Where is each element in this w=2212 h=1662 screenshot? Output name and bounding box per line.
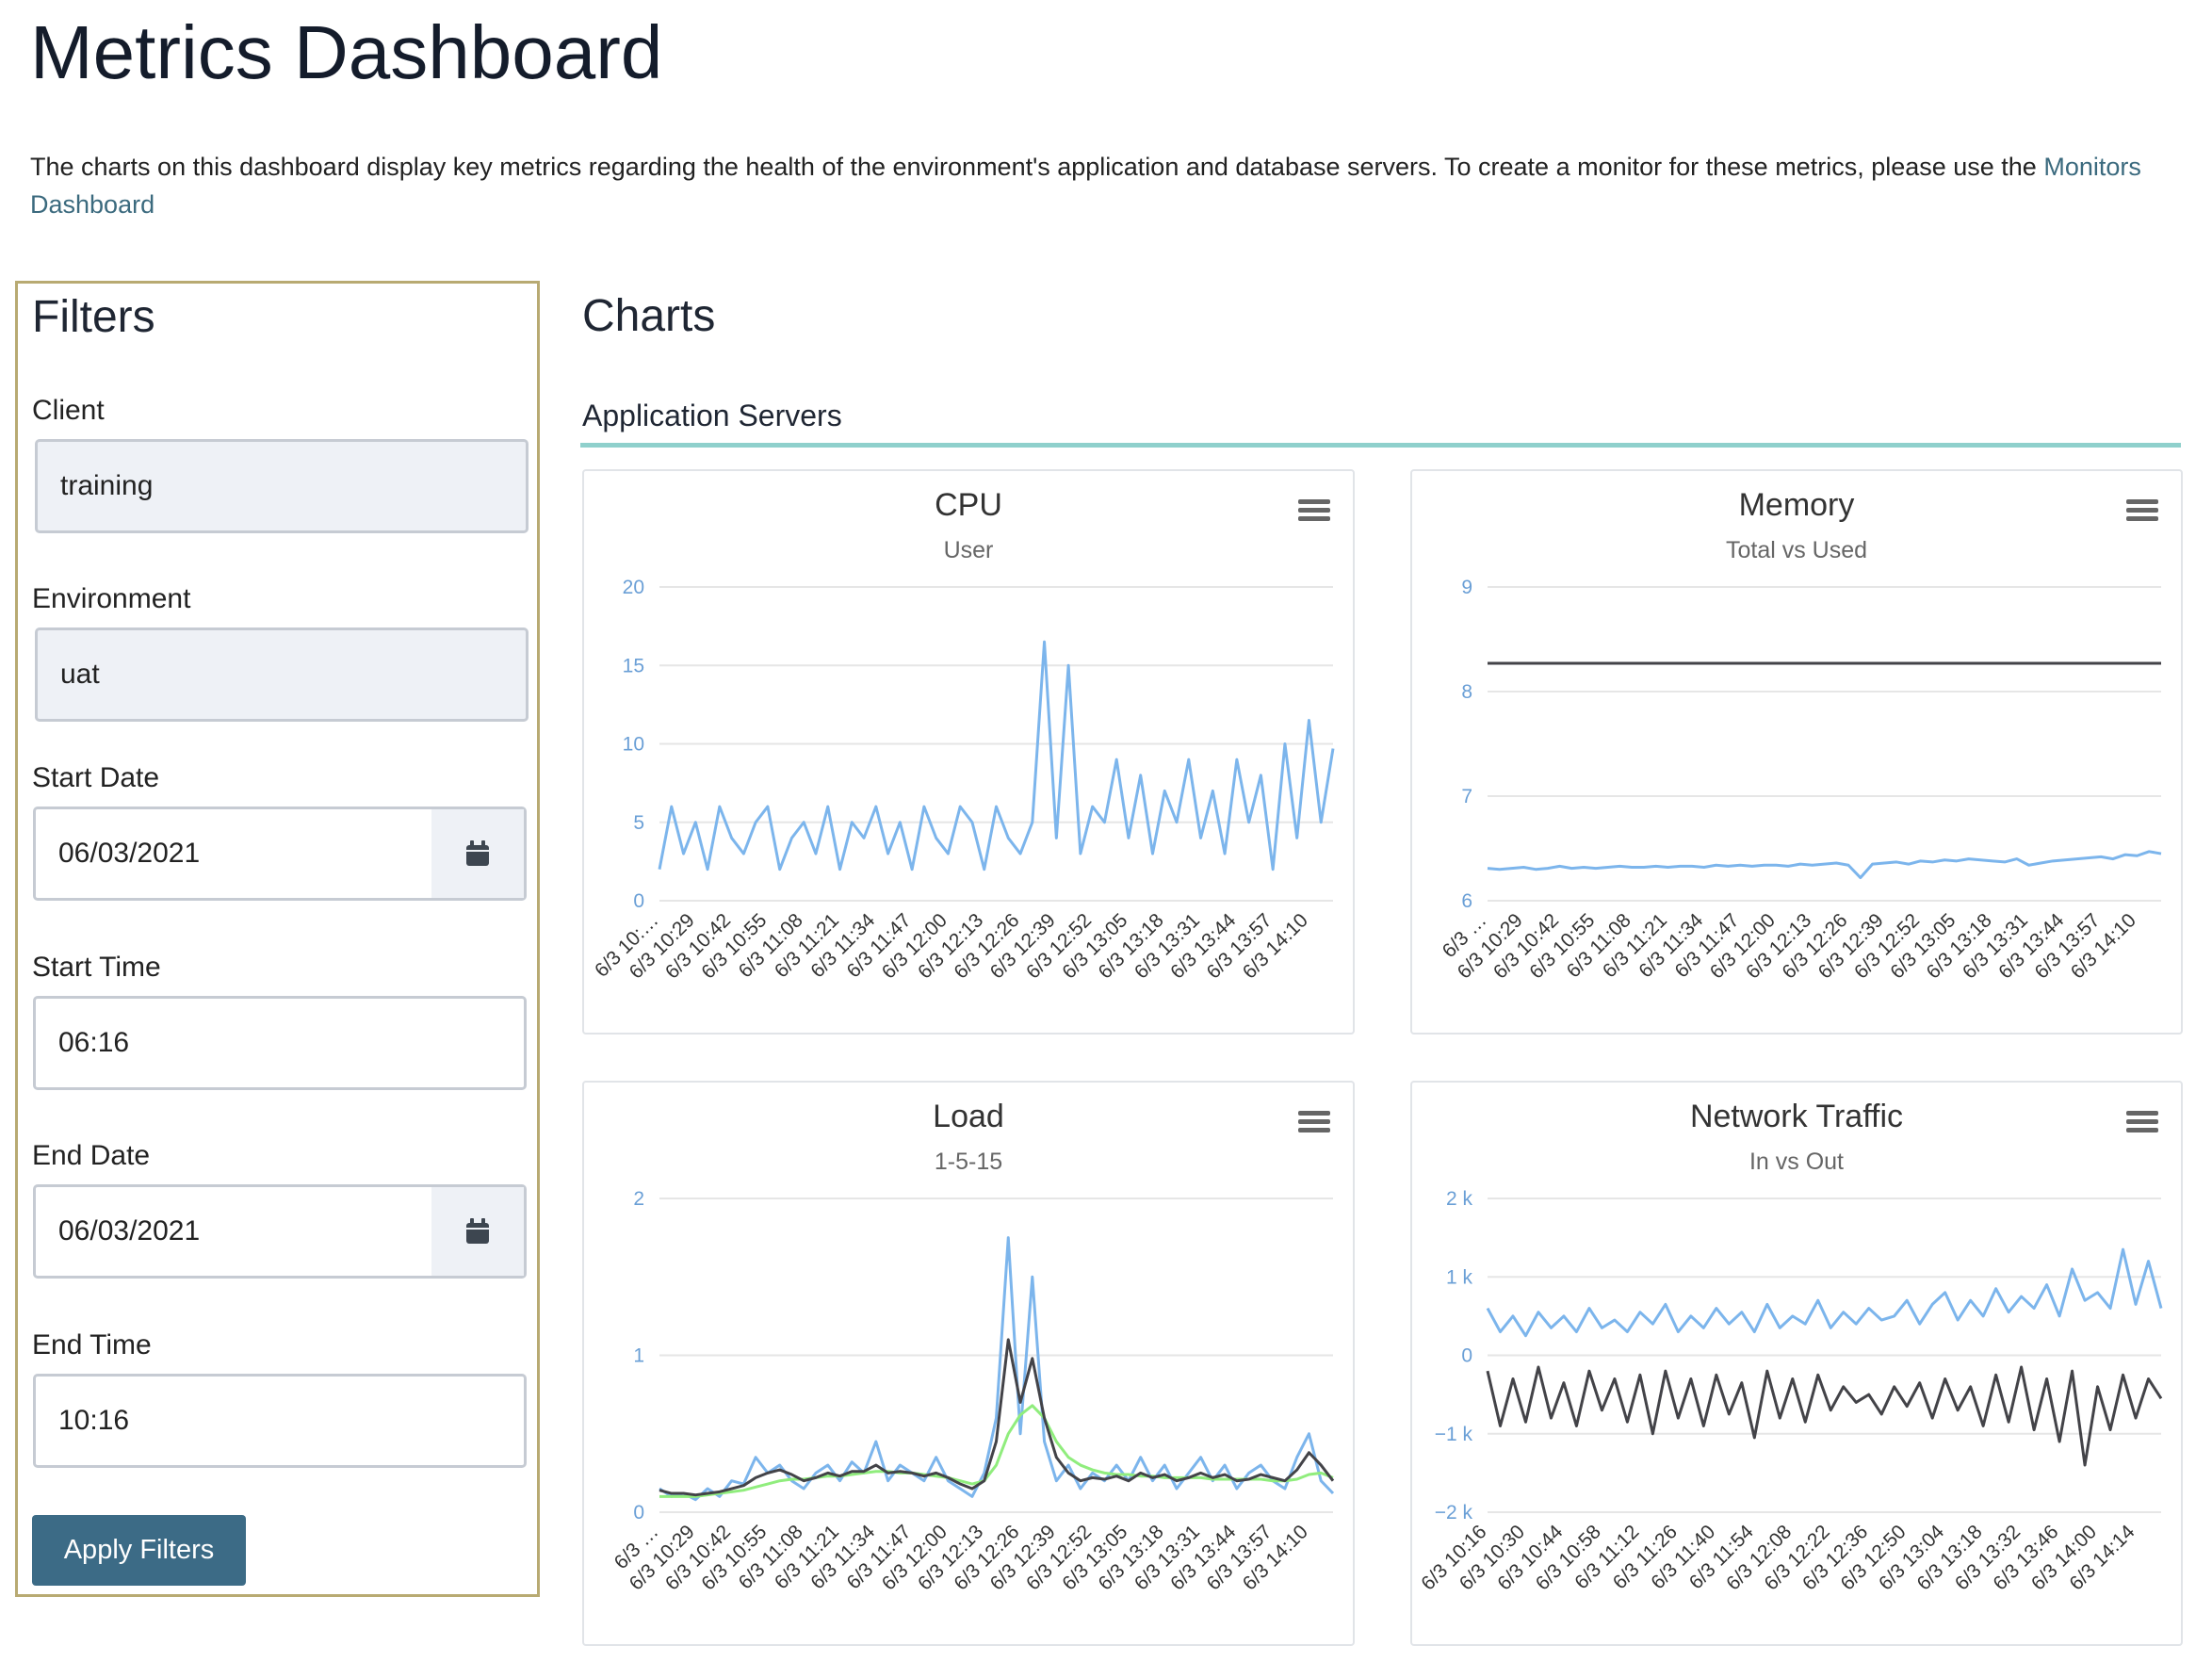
field-label: Environment <box>32 583 191 614</box>
chart-menu[interactable] <box>1298 499 1330 521</box>
menu-bar <box>1298 508 1330 513</box>
calendar-icon <box>466 1218 489 1244</box>
series-line <box>659 1404 1334 1498</box>
description: The charts on this dashboard display key… <box>30 148 2169 223</box>
end-time-input[interactable]: 10:16 <box>33 1374 527 1468</box>
y-tick-label: 0 <box>633 1502 644 1524</box>
group-rule <box>580 443 2181 448</box>
menu-bar <box>1298 1119 1330 1124</box>
chart-title: Network Traffic <box>1690 1099 1903 1134</box>
y-tick-label: 2 k <box>1446 1188 1473 1210</box>
y-tick-label: 15 <box>623 655 644 676</box>
y-tick-label: −1 k <box>1435 1424 1473 1445</box>
y-tick-label: 2 <box>633 1188 644 1210</box>
series-line <box>1486 1365 2163 1467</box>
series-line <box>1487 850 2162 880</box>
chart-card: Load 1-5-15 0 1 2 6/3 … 6/3 10:29 6/3 10:42 6/3 … <box>582 1081 1355 1646</box>
field-label: Client <box>32 395 105 426</box>
page-title: Metrics Dashboard <box>30 10 663 94</box>
y-tick-label: −2 k <box>1435 1502 1473 1524</box>
filters-panel: Filters Client training Environment uat … <box>15 281 540 1597</box>
y-tick-label: 9 <box>1461 577 1472 598</box>
y-tick-label: 10 <box>623 734 644 756</box>
y-tick-label: 6 <box>1461 890 1472 912</box>
calendar-button[interactable] <box>431 1187 524 1276</box>
series-line <box>1486 1247 2163 1338</box>
series-line <box>658 640 1335 872</box>
y-tick-label: 7 <box>1461 786 1472 807</box>
calendar-button[interactable] <box>431 809 524 898</box>
field-label: Start Date <box>32 762 160 793</box>
chart-menu[interactable] <box>2126 499 2158 521</box>
chart-card: Memory Total vs Used 6 7 8 9 6/3 … 6/3 10:29 6/3… <box>1410 469 2183 1035</box>
client-input[interactable]: training <box>35 439 529 533</box>
chart-title: Memory <box>1739 487 1855 523</box>
chart-menu[interactable] <box>1298 1111 1330 1132</box>
chart-subtitle: Total vs Used <box>1726 537 1867 563</box>
menu-bar <box>2126 516 2158 521</box>
menu-bar <box>1298 1128 1330 1132</box>
chart-title: CPU <box>935 487 1002 523</box>
input-value: 06/03/2021 <box>58 1215 201 1246</box>
input-value: 06/03/2021 <box>58 838 201 869</box>
y-tick-label: 8 <box>1461 681 1472 703</box>
chart-subtitle: 1-5-15 <box>935 1149 1002 1175</box>
charts-title: Charts <box>582 291 716 341</box>
y-tick-label: 5 <box>633 812 644 834</box>
calendar-icon <box>466 840 489 866</box>
filters-title: Filters <box>32 292 155 342</box>
menu-bar <box>2126 508 2158 513</box>
chart-menu[interactable] <box>2126 1111 2158 1132</box>
start-time-input[interactable]: 06:16 <box>33 996 527 1090</box>
y-tick-label: 20 <box>623 577 644 598</box>
chart-title: Load <box>933 1099 1004 1134</box>
menu-bar <box>1298 499 1330 504</box>
environment-input[interactable]: uat <box>35 627 529 722</box>
field-label: End Date <box>32 1140 151 1171</box>
group-title: Application Servers <box>582 399 842 432</box>
menu-bar <box>1298 516 1330 521</box>
menu-bar <box>1298 1111 1330 1116</box>
chart-subtitle: User <box>944 537 994 563</box>
menu-bar <box>2126 1111 2158 1116</box>
y-tick-label: 0 <box>1461 1345 1472 1367</box>
menu-bar <box>2126 499 2158 504</box>
y-tick-label: 1 <box>633 1345 644 1367</box>
start-date-input[interactable]: 06/03/2021 <box>33 807 527 901</box>
description-text: The charts on this dashboard display key… <box>30 153 2037 181</box>
end-date-input[interactable]: 06/03/2021 <box>33 1184 527 1279</box>
monitors-link[interactable]: Monitors Dashboard <box>30 153 2141 219</box>
field-label: End Time <box>32 1329 152 1361</box>
menu-bar <box>2126 1119 2158 1124</box>
chart-card: CPU User 0 5 10 15 20 6/3 10:… 6/3 10:29 6/3 10:4… <box>582 469 1355 1035</box>
y-tick-label: 1 k <box>1446 1266 1473 1288</box>
series-line <box>659 1338 1335 1497</box>
y-tick-label: 0 <box>633 890 644 912</box>
apply-button[interactable]: Apply Filters <box>32 1515 246 1586</box>
chart-subtitle: In vs Out <box>1749 1149 1844 1175</box>
field-label: Start Time <box>32 952 161 983</box>
menu-bar <box>2126 1128 2158 1132</box>
series-line <box>659 1236 1335 1502</box>
